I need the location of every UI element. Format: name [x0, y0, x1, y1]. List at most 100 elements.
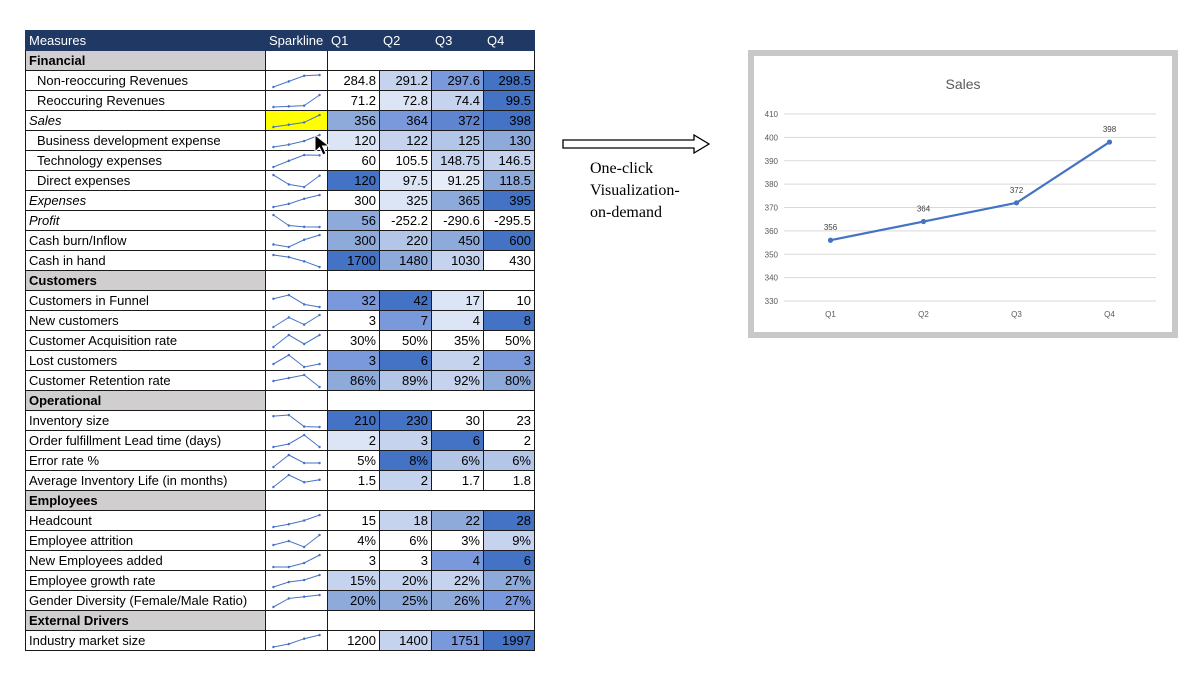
value-cell-q1[interactable]: 15%: [327, 570, 380, 591]
value-cell-q3[interactable]: 35%: [431, 330, 484, 351]
value-cell-q2[interactable]: 3: [379, 430, 432, 451]
measure-label[interactable]: Customer Retention rate: [25, 370, 266, 391]
value-cell-q4[interactable]: 430: [483, 250, 535, 271]
value-cell-q3[interactable]: 30: [431, 410, 484, 431]
value-cell-q3[interactable]: 92%: [431, 370, 484, 391]
column-header-sparkline[interactable]: Sparkline: [265, 30, 328, 51]
sparkline-cell[interactable]: [265, 90, 328, 111]
value-cell-q4[interactable]: 50%: [483, 330, 535, 351]
measure-label[interactable]: Technology expenses: [25, 150, 266, 171]
measure-label[interactable]: Error rate %: [25, 450, 266, 471]
value-cell-q2[interactable]: 1480: [379, 250, 432, 271]
measure-label[interactable]: Cash in hand: [25, 250, 266, 271]
value-cell-q2[interactable]: 230: [379, 410, 432, 431]
sparkline-cell[interactable]: [265, 270, 328, 291]
value-cell-q4[interactable]: 3: [483, 350, 535, 371]
value-cell-q3[interactable]: 1030: [431, 250, 484, 271]
measure-label[interactable]: Headcount: [25, 510, 266, 531]
value-cell-q1[interactable]: 356: [327, 110, 380, 131]
value-cell-q3[interactable]: 3%: [431, 530, 484, 551]
sparkline-cell[interactable]: [265, 370, 328, 391]
section-blank-cell[interactable]: [327, 390, 535, 411]
value-cell-q1[interactable]: 2: [327, 430, 380, 451]
value-cell-q4[interactable]: 9%: [483, 530, 535, 551]
measure-label[interactable]: Lost customers: [25, 350, 266, 371]
measure-label[interactable]: New customers: [25, 310, 266, 331]
value-cell-q4[interactable]: 395: [483, 190, 535, 211]
sparkline-cell[interactable]: [265, 290, 328, 311]
value-cell-q1[interactable]: 30%: [327, 330, 380, 351]
value-cell-q4[interactable]: 1.8: [483, 470, 535, 491]
measure-label[interactable]: Customer Acquisition rate: [25, 330, 266, 351]
value-cell-q3[interactable]: 365: [431, 190, 484, 211]
sparkline-cell[interactable]: [265, 50, 328, 71]
value-cell-q4[interactable]: 23: [483, 410, 535, 431]
value-cell-q1[interactable]: 1200: [327, 630, 380, 651]
measure-label[interactable]: Cash burn/Inflow: [25, 230, 266, 251]
value-cell-q1[interactable]: 120: [327, 170, 380, 191]
section-blank-cell[interactable]: [327, 50, 535, 71]
value-cell-q3[interactable]: 1.7: [431, 470, 484, 491]
measure-label[interactable]: Inventory size: [25, 410, 266, 431]
value-cell-q3[interactable]: 74.4: [431, 90, 484, 111]
value-cell-q4[interactable]: 146.5: [483, 150, 535, 171]
sparkline-cell[interactable]: [265, 610, 328, 631]
section-blank-cell[interactable]: [327, 270, 535, 291]
measure-label[interactable]: Gender Diversity (Female/Male Ratio): [25, 590, 266, 611]
value-cell-q2[interactable]: 18: [379, 510, 432, 531]
sparkline-cell[interactable]: [265, 250, 328, 271]
sparkline-cell[interactable]: [265, 630, 328, 651]
column-header-measures[interactable]: Measures: [25, 30, 266, 51]
value-cell-q3[interactable]: 4: [431, 550, 484, 571]
measure-label[interactable]: Expenses: [25, 190, 266, 211]
value-cell-q1[interactable]: 32: [327, 290, 380, 311]
value-cell-q3[interactable]: 4: [431, 310, 484, 331]
value-cell-q3[interactable]: 22: [431, 510, 484, 531]
value-cell-q2[interactable]: 20%: [379, 570, 432, 591]
value-cell-q3[interactable]: 450: [431, 230, 484, 251]
value-cell-q4[interactable]: 130: [483, 130, 535, 151]
section-label[interactable]: Customers: [25, 270, 266, 291]
value-cell-q4[interactable]: 28: [483, 510, 535, 531]
value-cell-q4[interactable]: 10: [483, 290, 535, 311]
sparkline-cell[interactable]: [265, 230, 328, 251]
value-cell-q1[interactable]: 5%: [327, 450, 380, 471]
sparkline-cell[interactable]: [265, 330, 328, 351]
measure-label[interactable]: Sales: [25, 110, 266, 131]
value-cell-q3[interactable]: 2: [431, 350, 484, 371]
sparkline-cell[interactable]: [265, 510, 328, 531]
measure-label[interactable]: Employee growth rate: [25, 570, 266, 591]
column-header-q2[interactable]: Q2: [379, 30, 432, 51]
sparkline-cell[interactable]: [265, 350, 328, 371]
value-cell-q2[interactable]: 50%: [379, 330, 432, 351]
value-cell-q1[interactable]: 4%: [327, 530, 380, 551]
section-label[interactable]: External Drivers: [25, 610, 266, 631]
sparkline-cell[interactable]: [265, 490, 328, 511]
value-cell-q2[interactable]: 291.2: [379, 70, 432, 91]
value-cell-q2[interactable]: 89%: [379, 370, 432, 391]
measure-label[interactable]: Reoccuring Revenues: [25, 90, 266, 111]
value-cell-q4[interactable]: 2: [483, 430, 535, 451]
value-cell-q3[interactable]: 297.6: [431, 70, 484, 91]
sparkline-cell[interactable]: [265, 150, 328, 171]
value-cell-q2[interactable]: 25%: [379, 590, 432, 611]
value-cell-q1[interactable]: 20%: [327, 590, 380, 611]
value-cell-q2[interactable]: 1400: [379, 630, 432, 651]
chart-frame[interactable]: Sales 330 340 350 360 370 380 390 400 410 Q1 Q2 Q3 Q…: [748, 50, 1178, 338]
sparkline-cell[interactable]: [265, 470, 328, 491]
sparkline-cell[interactable]: [265, 190, 328, 211]
value-cell-q1[interactable]: 1.5: [327, 470, 380, 491]
value-cell-q1[interactable]: 71.2: [327, 90, 380, 111]
value-cell-q3[interactable]: 22%: [431, 570, 484, 591]
measure-label[interactable]: Direct expenses: [25, 170, 266, 191]
measure-label[interactable]: Business development expense: [25, 130, 266, 151]
measure-label[interactable]: Industry market size: [25, 630, 266, 651]
value-cell-q4[interactable]: 298.5: [483, 70, 535, 91]
value-cell-q1[interactable]: 3: [327, 350, 380, 371]
value-cell-q2[interactable]: 325: [379, 190, 432, 211]
value-cell-q4[interactable]: 6%: [483, 450, 535, 471]
sparkline-cell[interactable]: [265, 590, 328, 611]
value-cell-q2[interactable]: -252.2: [379, 210, 432, 231]
value-cell-q2[interactable]: 8%: [379, 450, 432, 471]
sparkline-cell[interactable]: [265, 550, 328, 571]
